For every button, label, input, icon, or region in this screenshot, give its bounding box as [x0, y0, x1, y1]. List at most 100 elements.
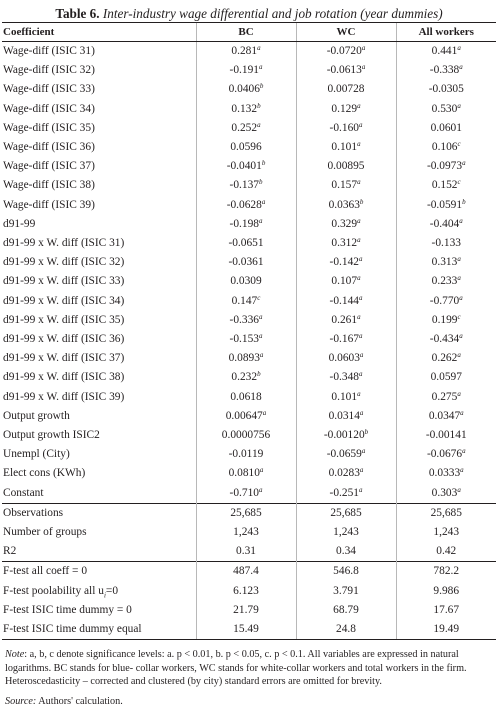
coefficient-row: Output growth 0.00647a 0.0314a 0.0347a: [2, 406, 496, 427]
wc-cell: 3.791: [295, 581, 396, 601]
significance-marker: a: [358, 255, 363, 264]
row-label-value: F-test all coeff = 0: [3, 565, 88, 578]
wc-cell: -0.251a: [295, 483, 396, 504]
wc-cell: 546.8: [295, 561, 396, 582]
wc-cell-value: 0.0314: [328, 409, 360, 422]
statistic-row: F-test ISIC time dummy equal 15.49 24.8 19.…: [2, 620, 496, 641]
significance-marker: b: [359, 197, 364, 206]
row-label-value: Elect cons (KWh): [3, 467, 86, 480]
wc-cell: 0.101a: [295, 138, 396, 158]
bc-cell: 0.0618: [195, 387, 296, 407]
row-label: Wage-diff (ISIC 36): [2, 138, 196, 157]
coefficient-row: d91-99 x W. diff (ISIC 34) 0.147c -0.144a -…: [2, 291, 496, 311]
all-workers-cell-value: -0.770: [429, 294, 460, 307]
significance-marker: a: [357, 312, 361, 321]
wc-cell-value: 0.00895: [327, 160, 365, 173]
significance-marker: a: [462, 447, 466, 456]
row-label: Wage-diff (ISIC 34): [2, 100, 196, 119]
bc-cell: -0.0361: [195, 253, 296, 273]
bc-cell-value: 0.0810: [228, 467, 260, 480]
table-caption: Table 6. Inter-industry wage differentia…: [2, 0, 496, 23]
significance-marker: a: [261, 197, 266, 206]
row-label: d91-99: [2, 215, 196, 234]
all-workers-cell-value: 0.530: [431, 102, 458, 115]
note-label: Note: [5, 649, 25, 661]
row-label: Wage-diff (ISIC 31): [2, 42, 196, 62]
bc-cell-value: 1,243: [233, 526, 259, 539]
bc-cell-value: 0.0309: [230, 275, 262, 288]
all-workers-cell-value: 0.152: [431, 179, 458, 192]
all-workers-cell-value: 0.42: [436, 545, 457, 558]
column-header-bc: BC: [195, 23, 296, 42]
bc-cell: 0.132b: [195, 99, 296, 119]
row-label: Unempl (City): [2, 445, 196, 464]
wc-cell-value: 0.101: [331, 141, 358, 154]
significance-marker: a: [460, 466, 464, 475]
row-label: d91-99 x W. diff (ISIC 32): [2, 253, 196, 272]
row-label-value: F-test ISIC time dummy = 0: [3, 603, 132, 616]
significance-marker: a: [457, 485, 461, 494]
row-label: d91-99 x W. diff (ISIC 35): [2, 311, 196, 330]
wc-cell-value: 68.79: [333, 603, 359, 616]
row-label: F-test ISIC time dummy equal: [2, 620, 196, 641]
all-workers-cell-value: 9.986: [433, 584, 460, 597]
significance-marker: a: [358, 332, 363, 341]
table-note: Note: a, b, c denote significance levels…: [2, 648, 496, 689]
all-workers-cell: 0.303a: [395, 483, 496, 504]
wc-cell-value: -0.0659: [326, 448, 362, 461]
coefficient-row: d91-99 x W. diff (ISIC 31) -0.0651 0.312a -…: [2, 234, 496, 254]
bc-cell: 0.0406b: [195, 80, 296, 100]
significance-marker: c: [457, 140, 461, 149]
wc-cell: -0.144a: [295, 291, 396, 311]
bc-cell-value: 0.0000756: [221, 429, 271, 442]
row-label-value: Wage-diff (ISIC 33): [3, 83, 95, 96]
significance-marker: a: [462, 159, 466, 168]
all-workers-cell: -0.434a: [395, 330, 496, 350]
row-label-value: Wage-diff (ISIC 37): [3, 160, 95, 173]
row-label-value: d91-99 x W. diff (ISIC 33): [3, 275, 125, 288]
significance-marker: b: [364, 428, 369, 437]
bc-cell: 0.00647a: [195, 406, 296, 427]
all-workers-cell: 782.2: [395, 561, 496, 582]
all-workers-cell-value: 0.303: [431, 486, 458, 499]
all-workers-cell-value: 0.0333: [428, 467, 461, 480]
all-workers-cell: 0.313a: [395, 253, 496, 273]
coefficient-row: d91-99 -0.198a 0.329a -0.404a: [2, 214, 496, 235]
all-workers-cell: 19.49: [395, 620, 496, 641]
wc-cell: 0.329a: [295, 214, 396, 235]
row-label-value: R2: [3, 545, 17, 558]
all-workers-cell-value: -0.434: [429, 333, 460, 346]
all-workers-cell: 1,243: [395, 523, 496, 543]
all-workers-cell-value: 0.199: [431, 313, 458, 326]
bc-cell-value: 0.00647: [225, 409, 263, 422]
all-workers-cell-value: 0.0597: [430, 371, 462, 384]
significance-marker: a: [262, 408, 267, 417]
wc-cell-value: -0.0613: [326, 64, 362, 77]
bc-cell-value: -0.191: [229, 64, 259, 77]
all-workers-cell: -0.00141: [395, 426, 496, 446]
coefficient-row: Wage-diff (ISIC 39) -0.0628a 0.0363b -0.059…: [2, 195, 496, 215]
all-workers-cell-value: 0.106: [431, 141, 458, 154]
wc-cell-value: 0.261: [331, 313, 358, 326]
wc-cell: -0.142a: [295, 253, 396, 273]
coefficient-row: Wage-diff (ISIC 36) 0.0596 0.101a 0.106c: [2, 138, 496, 158]
row-label: Wage-diff (ISIC 33): [2, 80, 196, 99]
row-label-value: Wage-diff (ISIC 35): [3, 121, 95, 134]
all-workers-cell: -0.0973a: [395, 157, 496, 177]
statistic-row: F-test ISIC time dummy = 0 21.79 68.79 17.6…: [2, 600, 496, 621]
wc-cell: 0.00728: [295, 80, 396, 100]
bc-cell-value: 21.79: [233, 603, 259, 616]
wc-cell: -0.00120b: [295, 426, 396, 446]
wc-cell-value: 0.0283: [328, 467, 360, 480]
row-label: F-test poolability all ui=0: [2, 582, 196, 601]
coefficient-row: Constant -0.710a -0.251a 0.303a: [2, 483, 496, 504]
significance-marker: a: [358, 293, 363, 302]
all-workers-cell-value: 0.275: [431, 390, 458, 403]
significance-marker: c: [457, 178, 461, 187]
wc-cell-value: -0.167: [329, 333, 359, 346]
significance-marker: a: [259, 466, 264, 475]
bc-cell: -0.191a: [195, 61, 296, 81]
bc-cell: -0.710a: [195, 483, 296, 504]
bc-cell-value: 0.0618: [230, 390, 262, 403]
table-source: Source: Authors' calculation.: [2, 695, 496, 709]
